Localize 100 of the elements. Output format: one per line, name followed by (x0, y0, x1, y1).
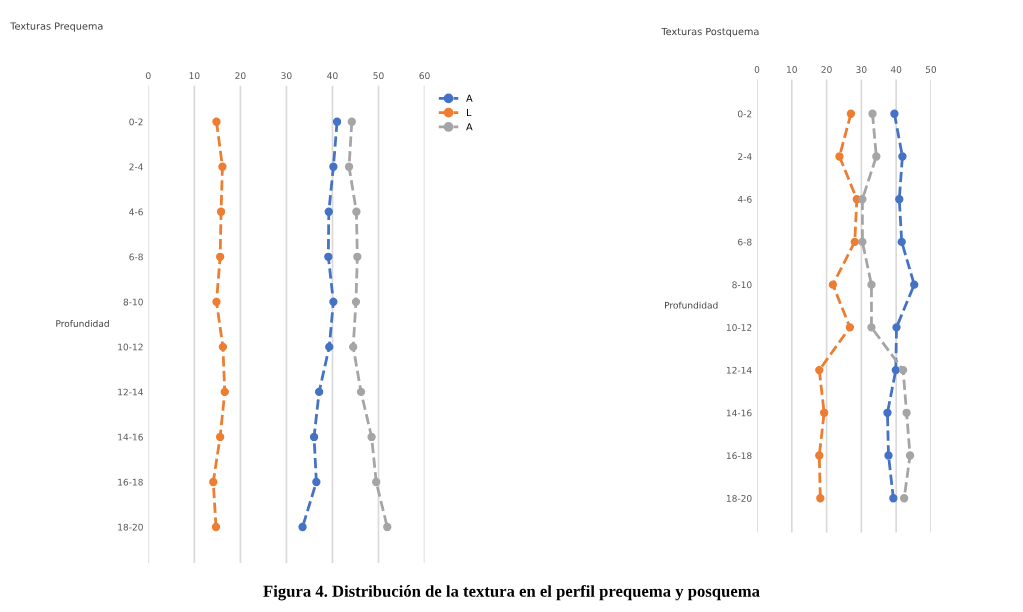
point (897, 237, 906, 247)
chart-title: Texturas Postquema (661, 27, 759, 38)
point (891, 365, 900, 375)
point (815, 451, 824, 460)
point (212, 297, 221, 307)
y-tick-label: 2-4 (738, 153, 752, 160)
point (298, 522, 307, 532)
point (902, 408, 911, 417)
point (352, 207, 361, 216)
point (858, 237, 867, 247)
x-tick-label: 40 (890, 66, 902, 73)
point (892, 323, 901, 332)
point (819, 408, 829, 417)
point (312, 477, 321, 487)
point (895, 195, 904, 204)
x-tick-label: 60 (419, 72, 430, 80)
point (835, 152, 844, 161)
y-tick-label: 4-6 (737, 195, 752, 203)
point (211, 522, 221, 532)
point (349, 342, 358, 352)
point (216, 207, 226, 216)
point (898, 152, 907, 161)
point (872, 152, 881, 161)
y-tick-label: 8-10 (732, 281, 752, 289)
point (383, 522, 392, 532)
y-tick-label: 12-14 (726, 366, 752, 374)
x-tick-label: 20 (821, 66, 832, 73)
point (353, 252, 362, 261)
point (351, 297, 361, 307)
point (845, 323, 855, 332)
point (220, 387, 229, 397)
y-tick-label: 6-8 (738, 238, 752, 246)
point (910, 280, 919, 289)
y-tick-label: 6-8 (129, 253, 143, 261)
x-tick-label: 50 (925, 66, 937, 73)
point (828, 280, 838, 289)
point (815, 365, 824, 375)
legend-label: A (466, 94, 473, 102)
y-tick-label: 14-16 (118, 433, 143, 441)
point (324, 252, 333, 261)
legend-label: A (466, 123, 473, 131)
point (325, 342, 334, 352)
y-axis-title: Profundidad (56, 319, 109, 327)
point (215, 252, 225, 261)
y-tick-label: 2-4 (129, 163, 143, 171)
text: Figura 4. Distribución de la textura en el perfil prequema y posquema (263, 584, 760, 601)
x-tick-label: 10 (189, 72, 200, 80)
y-tick-label: 0-2 (129, 118, 143, 126)
point (218, 162, 227, 171)
text: Texturas Prequema (10, 22, 103, 32)
point (367, 432, 376, 442)
y-tick-label: 18-20 (726, 494, 752, 502)
point (209, 477, 218, 487)
point (344, 162, 354, 171)
point (858, 195, 867, 204)
point (889, 494, 898, 503)
point (309, 432, 319, 442)
point (899, 494, 909, 503)
y-tick-label: 16-18 (118, 478, 143, 486)
y-tick-label: 10-12 (118, 343, 143, 351)
x-tick-label: 20 (235, 72, 246, 80)
x-tick-label: 30 (281, 72, 292, 80)
point (356, 387, 366, 397)
x-tick-label: 30 (856, 66, 867, 73)
point (898, 365, 908, 375)
point (850, 237, 859, 247)
point (212, 117, 221, 126)
point (816, 494, 825, 503)
point (905, 451, 915, 460)
y-tick-label: 8-10 (123, 298, 143, 306)
y-tick-label: 16-18 (726, 452, 752, 460)
point (846, 109, 856, 118)
x-tick-label: 40 (327, 72, 338, 80)
y-axis-title: Profundidad (665, 301, 718, 309)
point (218, 342, 228, 352)
y-tick-label: 12-14 (118, 388, 143, 396)
point (372, 477, 381, 487)
point (329, 297, 338, 307)
point (215, 432, 225, 442)
y-tick-label: 18-20 (118, 523, 143, 531)
point (883, 408, 892, 417)
point (324, 207, 333, 216)
point (867, 280, 876, 289)
x-tick-label: 0 (754, 66, 760, 73)
x-tick-label: 50 (373, 72, 384, 80)
point (890, 109, 899, 118)
x-tick-label: 0 (146, 72, 151, 80)
x-tick-label: 10 (787, 66, 797, 73)
y-tick-label: 10-12 (726, 324, 752, 331)
point (867, 323, 876, 332)
point (329, 162, 338, 171)
point (332, 117, 342, 126)
y-tick-label: 4-6 (129, 208, 143, 216)
y-tick-label: 14-16 (726, 409, 752, 417)
y-tick-label: 0-2 (738, 110, 752, 118)
point (884, 451, 893, 460)
legend-label: L (467, 109, 472, 117)
point (314, 387, 324, 397)
point (868, 109, 877, 118)
point (347, 117, 356, 126)
